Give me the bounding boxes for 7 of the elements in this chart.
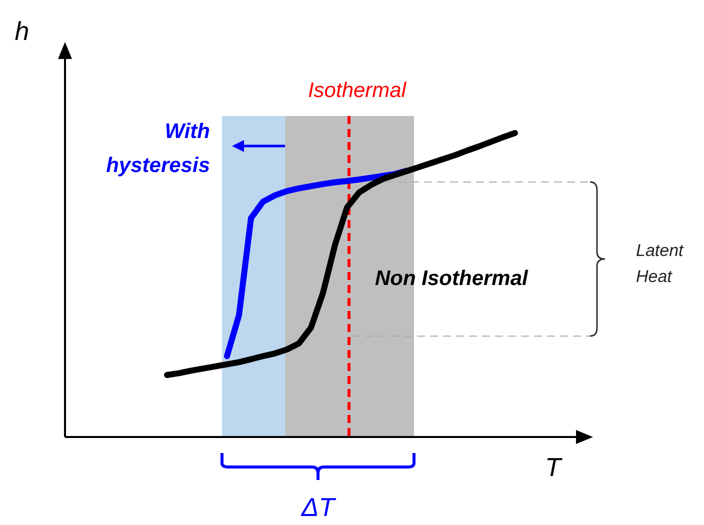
text: h: [14, 16, 30, 46]
text: Latent Heat: [636, 241, 685, 286]
text: Isothermal: [308, 79, 408, 102]
text: Non Isothermal: [375, 267, 530, 290]
text: ΔT: [300, 492, 337, 522]
x-axis-title: T: [545, 452, 564, 482]
legend-label: With hysteresis: [106, 120, 210, 177]
